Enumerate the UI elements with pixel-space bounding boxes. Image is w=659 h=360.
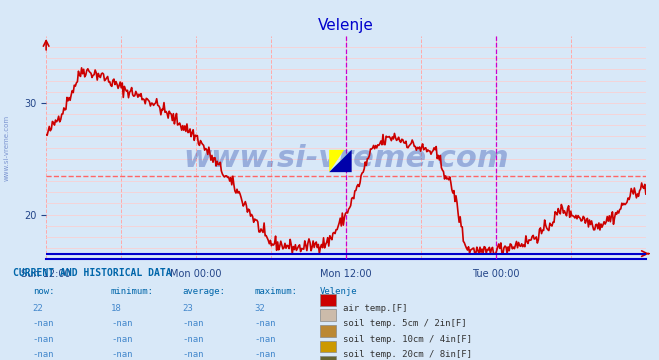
Text: 22: 22 <box>33 303 43 312</box>
FancyBboxPatch shape <box>320 325 336 337</box>
Text: 32: 32 <box>254 303 266 312</box>
Polygon shape <box>330 150 352 172</box>
Title: Velenje: Velenje <box>318 18 374 33</box>
Text: www.si-vreme.com: www.si-vreme.com <box>183 144 509 173</box>
Polygon shape <box>330 150 352 172</box>
Text: air temp.[F]: air temp.[F] <box>343 303 407 312</box>
Text: average:: average: <box>183 287 226 296</box>
Text: -nan: -nan <box>111 319 132 328</box>
Text: -nan: -nan <box>254 350 276 359</box>
FancyBboxPatch shape <box>320 341 336 352</box>
FancyBboxPatch shape <box>320 294 336 306</box>
Text: -nan: -nan <box>111 350 132 359</box>
Text: -nan: -nan <box>183 350 204 359</box>
Polygon shape <box>330 150 344 172</box>
Text: Velenje: Velenje <box>320 287 357 296</box>
FancyBboxPatch shape <box>320 356 336 360</box>
Text: -nan: -nan <box>33 319 54 328</box>
Text: -nan: -nan <box>33 350 54 359</box>
Text: -nan: -nan <box>254 319 276 328</box>
Text: -nan: -nan <box>254 335 276 344</box>
Text: -nan: -nan <box>111 335 132 344</box>
Text: -nan: -nan <box>183 319 204 328</box>
Text: -nan: -nan <box>33 335 54 344</box>
Text: 23: 23 <box>183 303 194 312</box>
Text: www.si-vreme.com: www.si-vreme.com <box>4 114 10 181</box>
Text: soil temp. 5cm / 2in[F]: soil temp. 5cm / 2in[F] <box>343 319 466 328</box>
Text: 18: 18 <box>111 303 122 312</box>
Text: CURRENT AND HISTORICAL DATA: CURRENT AND HISTORICAL DATA <box>13 268 172 278</box>
FancyBboxPatch shape <box>320 310 336 321</box>
Text: -nan: -nan <box>183 335 204 344</box>
Text: now:: now: <box>33 287 54 296</box>
Text: maximum:: maximum: <box>254 287 297 296</box>
Text: soil temp. 10cm / 4in[F]: soil temp. 10cm / 4in[F] <box>343 335 472 344</box>
Text: soil temp. 20cm / 8in[F]: soil temp. 20cm / 8in[F] <box>343 350 472 359</box>
Text: minimum:: minimum: <box>111 287 154 296</box>
